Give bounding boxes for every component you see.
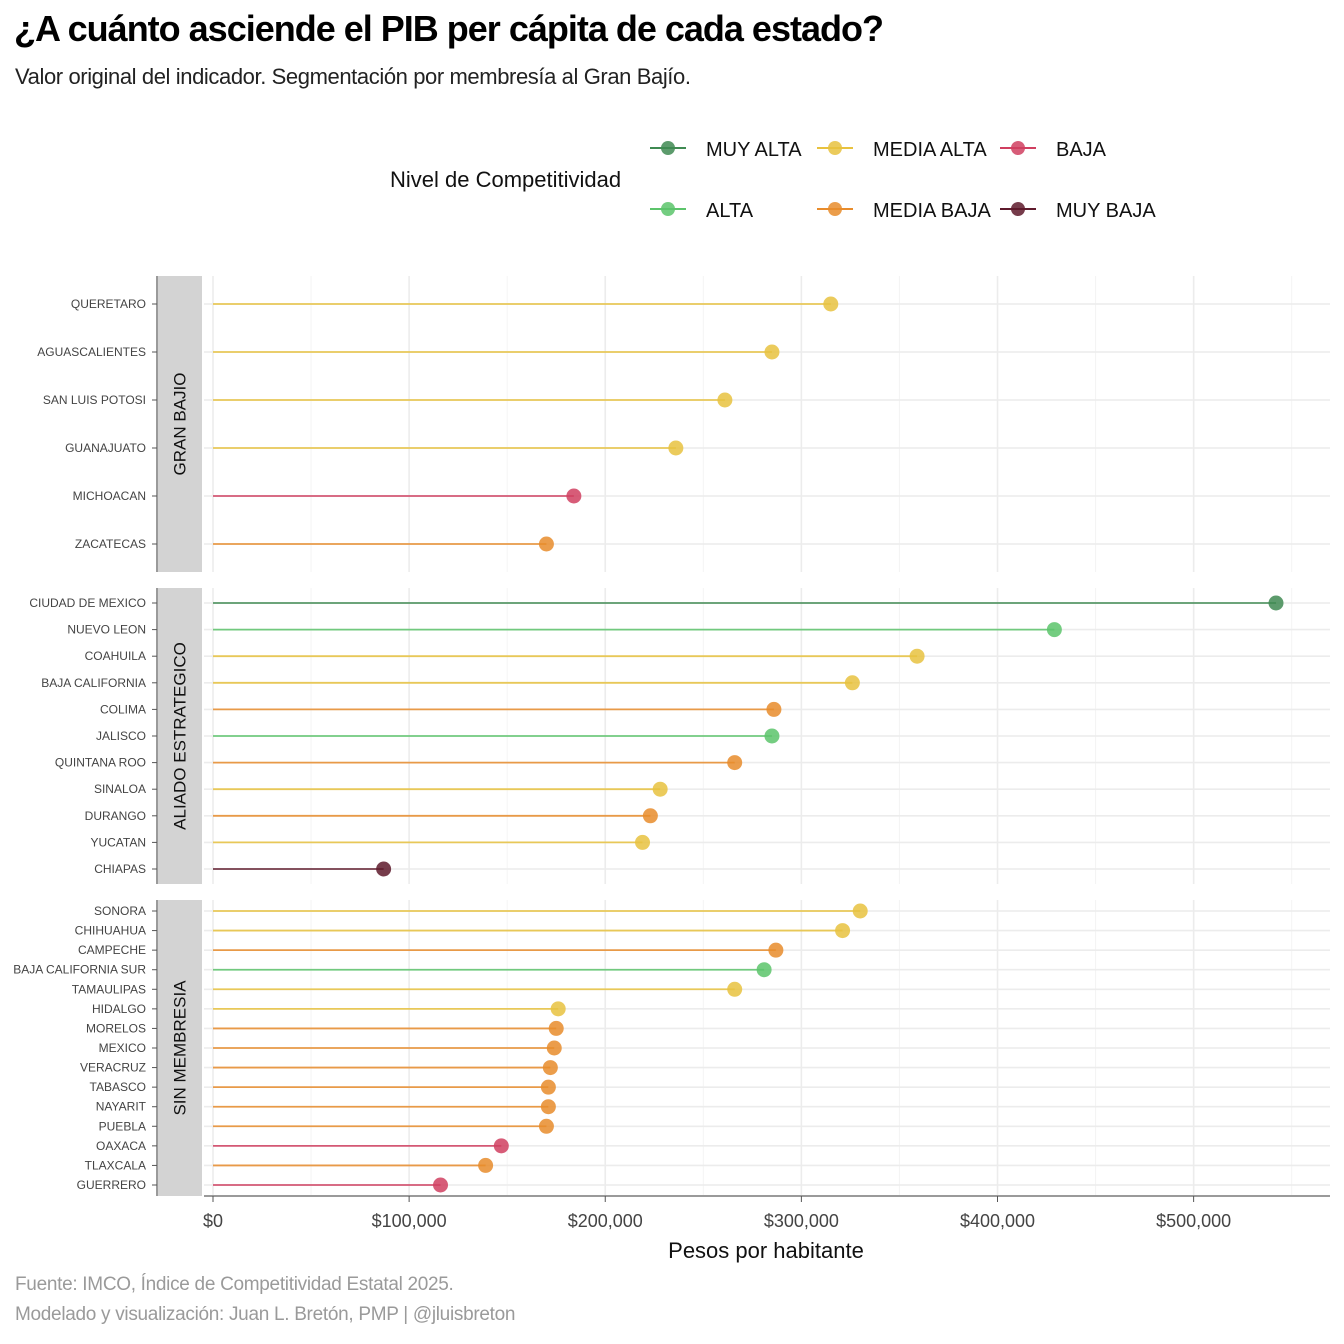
- lollipop-dot: [823, 296, 839, 312]
- lollipop-dot: [764, 344, 780, 360]
- y-tick-label: VERACRUZ: [80, 1061, 146, 1075]
- y-tick-label: AGUASCALIENTES: [37, 345, 146, 359]
- facet-strip: [158, 900, 202, 1196]
- y-tick-label: NAYARIT: [96, 1100, 147, 1114]
- facet-strip: [158, 276, 202, 572]
- facet-strip-label: ALIADO ESTRATEGICO: [170, 642, 189, 830]
- y-tick-label: YUCATAN: [90, 835, 146, 849]
- lollipop-dot: [540, 1079, 556, 1095]
- lollipop-dot: [844, 675, 860, 691]
- facet-strip-label: SIN MEMBRESIA: [170, 980, 189, 1116]
- legend-key-dot: [661, 202, 675, 216]
- y-tick-label: CAMPECHE: [78, 943, 146, 957]
- legend-item-label: BAJA: [1056, 139, 1107, 161]
- legend-item-label: MEDIA BAJA: [873, 200, 991, 222]
- y-tick-label: PUEBLA: [99, 1119, 146, 1133]
- y-tick-label: ZACATECAS: [75, 537, 146, 551]
- facet-strip: [158, 588, 202, 884]
- chart-title: ¿A cuánto asciende el PIB per cápita de …: [14, 8, 884, 49]
- lollipop-dot: [642, 808, 658, 824]
- y-tick-label: JALISCO: [96, 729, 146, 743]
- y-tick-label: BAJA CALIFORNIA: [41, 676, 146, 690]
- lollipop-dot: [756, 962, 772, 978]
- legend-item-label: MEDIA ALTA: [873, 139, 987, 161]
- y-tick-label: TABASCO: [90, 1080, 146, 1094]
- lollipop-dot: [852, 903, 868, 919]
- y-tick-label: QUERETARO: [71, 297, 146, 311]
- lollipop-dot: [764, 728, 780, 744]
- y-tick-label: MICHOACAN: [73, 489, 146, 503]
- lollipop-dot: [766, 701, 782, 717]
- lollipop-dot: [538, 536, 554, 552]
- lollipop-dot: [1268, 595, 1284, 611]
- y-tick-label: COAHUILA: [85, 649, 146, 663]
- legend-key-dot: [1011, 141, 1025, 155]
- y-tick-label: MEXICO: [99, 1041, 146, 1055]
- legend-key-dot: [661, 141, 675, 155]
- x-tick-label: $0: [203, 1211, 223, 1231]
- lollipop-dot: [433, 1177, 449, 1193]
- lollipop-dot: [546, 1040, 562, 1056]
- caption-source: Fuente: IMCO, Índice de Competitividad E…: [15, 1274, 454, 1295]
- lollipop-dot: [478, 1157, 494, 1173]
- lollipop-dot: [835, 923, 851, 939]
- lollipop-dot: [550, 1001, 566, 1017]
- y-tick-label: SINALOA: [94, 782, 146, 796]
- x-axis-title: Pesos por habitante: [668, 1238, 864, 1263]
- chart-subtitle: Valor original del indicador. Segmentaci…: [15, 64, 691, 89]
- x-tick-label: $300,000: [764, 1211, 839, 1231]
- y-tick-label: HIDALGO: [92, 1002, 146, 1016]
- y-tick-label: SONORA: [94, 904, 146, 918]
- y-tick-label: SAN LUIS POTOSI: [43, 393, 146, 407]
- lollipop-dot: [538, 1118, 554, 1134]
- lollipop-dot: [493, 1138, 509, 1154]
- lollipop-dot: [1046, 622, 1062, 638]
- y-tick-label: DURANGO: [85, 809, 146, 823]
- lollipop-dot: [717, 392, 733, 408]
- y-tick-label: QUINTANA ROO: [55, 756, 146, 770]
- lollipop-dot: [540, 1099, 556, 1115]
- lollipop-dot: [376, 861, 392, 877]
- y-tick-label: NUEVO LEON: [67, 623, 146, 637]
- x-tick-label: $100,000: [372, 1211, 447, 1231]
- legend-title: Nivel de Competitividad: [390, 167, 621, 192]
- x-tick-label: $200,000: [568, 1211, 643, 1231]
- y-tick-label: BAJA CALIFORNIA SUR: [13, 963, 146, 977]
- y-tick-label: CHIHUAHUA: [75, 924, 146, 938]
- x-tick-label: $400,000: [960, 1211, 1035, 1231]
- y-tick-label: TAMAULIPAS: [72, 982, 146, 996]
- lollipop-dot: [548, 1020, 564, 1036]
- y-tick-label: CHIAPAS: [94, 862, 146, 876]
- legend-item-label: MUY BAJA: [1056, 200, 1156, 222]
- lollipop-dot: [727, 755, 743, 771]
- legend-item-label: MUY ALTA: [706, 139, 802, 161]
- y-tick-label: CIUDAD DE MEXICO: [29, 596, 146, 610]
- lollipop-dot: [652, 781, 668, 797]
- legend-key-dot: [828, 141, 842, 155]
- y-tick-label: COLIMA: [100, 702, 146, 716]
- y-tick-label: GUANAJUATO: [65, 441, 146, 455]
- lollipop-dot: [566, 488, 582, 504]
- lollipop-dot: [668, 440, 684, 456]
- legend-key-dot: [1011, 202, 1025, 216]
- y-tick-label: TLAXCALA: [85, 1158, 146, 1172]
- facet-strip-label: GRAN BAJIO: [170, 373, 189, 476]
- caption-credits: Modelado y visualización: Juan L. Bretón…: [15, 1304, 516, 1325]
- x-tick-label: $500,000: [1156, 1211, 1231, 1231]
- lollipop-dot: [909, 648, 925, 664]
- lollipop-dot: [727, 981, 743, 997]
- y-tick-label: GUERRERO: [77, 1178, 146, 1192]
- legend-item-label: ALTA: [706, 200, 754, 222]
- legend-key-dot: [828, 202, 842, 216]
- lollipop-dot: [768, 942, 784, 958]
- y-tick-label: OAXACA: [96, 1139, 146, 1153]
- y-tick-label: MORELOS: [86, 1021, 146, 1035]
- lollipop-dot: [635, 834, 651, 850]
- lollipop-dot: [542, 1060, 558, 1076]
